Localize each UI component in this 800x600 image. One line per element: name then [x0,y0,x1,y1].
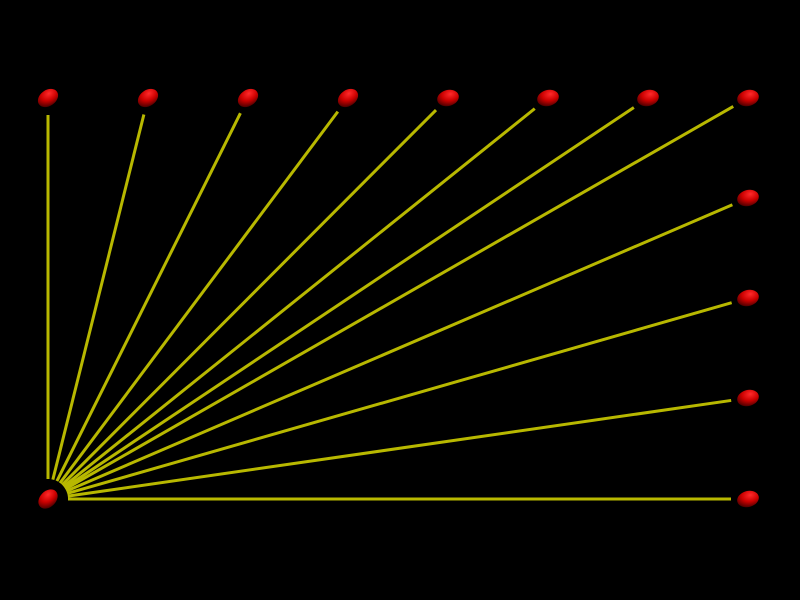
end-node [437,89,459,107]
spoke-line [65,203,733,493]
spoke-line [63,106,635,490]
spoke-line [51,114,146,480]
end-node [737,490,759,508]
spoke-line [64,105,734,491]
end-node [737,89,759,107]
end-node [37,88,59,108]
spoke-line [55,112,242,482]
spoke-line [61,108,438,486]
end-node [737,289,759,307]
end-node [337,88,359,108]
end-node [737,389,759,407]
spoke-line [62,107,536,488]
end-node [237,88,259,108]
end-node [537,89,559,107]
end-node [737,189,759,207]
end-node [637,89,659,107]
spoke-line [66,301,733,495]
end-node [137,88,159,108]
hub-node [38,489,58,509]
spoke-line [58,110,340,484]
spoke-line [67,398,732,498]
